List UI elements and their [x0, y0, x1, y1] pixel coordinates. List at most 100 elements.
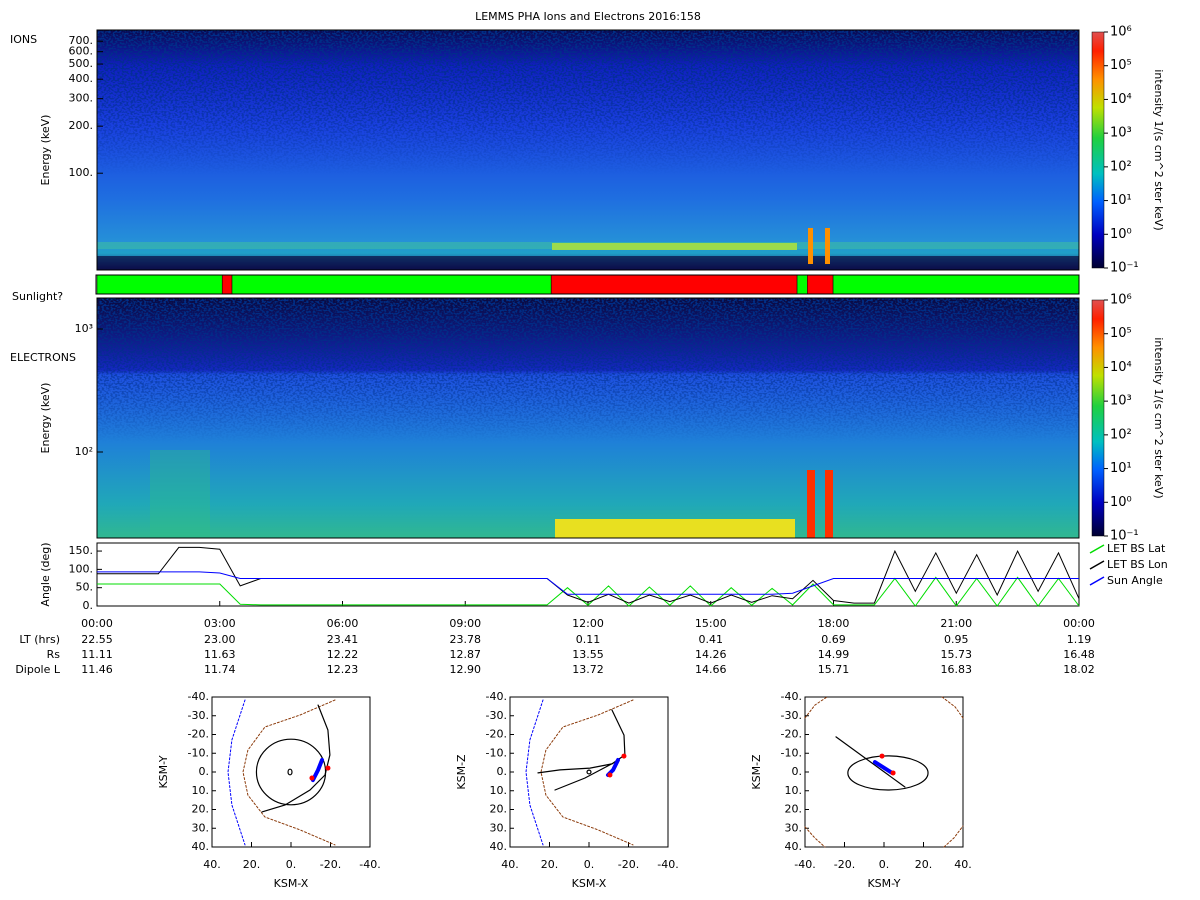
x-tick-label: 0.: [286, 858, 297, 871]
colorbar-tick-label: 10¹: [1110, 193, 1132, 208]
y-tick-label: 40.: [192, 840, 210, 853]
colorbar-tick-label: 10¹: [1110, 461, 1132, 476]
orbit-path: [537, 709, 626, 791]
legend-swatch: [1089, 560, 1105, 570]
y-tick-label: 150.: [69, 544, 94, 557]
row-value: 11.11: [81, 648, 113, 661]
y-tick-label: 20.: [192, 803, 210, 816]
y-tick-label: 0.: [497, 765, 508, 778]
row-name: LT (hrs): [19, 633, 60, 646]
x-tick-label: 21:00: [940, 617, 972, 630]
sunlight-segment: [221, 274, 233, 295]
orbit-ring: [586, 769, 592, 775]
y-tick-label: 40.: [785, 840, 803, 853]
orbit-path: [310, 758, 324, 783]
legend-label: Sun Angle: [1107, 574, 1163, 587]
x-tick-label: 20.: [915, 858, 933, 871]
row-value: 12.23: [327, 663, 359, 676]
x-tick-label: 20.: [541, 858, 559, 871]
x-tick-label: 40.: [203, 858, 221, 871]
y-tick-label: -20.: [781, 728, 802, 741]
y-tick-label: 300.: [69, 92, 94, 105]
row-value: 15.73: [941, 648, 973, 661]
row-value: 0.69: [821, 633, 846, 646]
row-value: 12.87: [450, 648, 482, 661]
x-tick-label: -40.: [657, 858, 678, 871]
x-tick-label: -20.: [320, 858, 341, 871]
y-tick-label: 10²: [75, 445, 93, 458]
x-tick-label: 06:00: [327, 617, 359, 630]
colorbar-tick-label: 10³: [1110, 126, 1132, 141]
y-axis-label: Energy (keV): [39, 115, 52, 186]
row-value: 14.99: [818, 648, 850, 661]
x-tick-label: 18:00: [818, 617, 850, 630]
y-tick-label: 100.: [69, 166, 94, 179]
frame: [96, 297, 1080, 539]
x-tick-label: 00:00: [1063, 617, 1095, 630]
row-value: 0.41: [699, 633, 724, 646]
frame: [96, 29, 1080, 271]
y-tick-label: -40.: [486, 690, 507, 703]
orbit-point: [621, 753, 627, 759]
orbit-path: [261, 704, 331, 813]
y-axis-label: KSM-Z: [750, 754, 763, 790]
sunlight-segment: [231, 274, 552, 295]
orbit-ring: [847, 755, 929, 791]
y-tick-label: 0.: [792, 765, 803, 778]
row-value: 1.19: [1067, 633, 1092, 646]
panel-label: ELECTRONS: [10, 351, 76, 364]
row-name: Dipole L: [15, 663, 61, 676]
x-tick-label: 20.: [243, 858, 261, 871]
panel-label: Sunlight?: [12, 290, 63, 303]
y-tick-label: 600.: [69, 45, 94, 58]
orbit-ring: [287, 768, 293, 776]
sunlight-segment: [550, 274, 798, 295]
y-axis-label: Energy (keV): [39, 383, 52, 454]
row-value: 16.48: [1063, 648, 1095, 661]
row-value: 13.72: [572, 663, 604, 676]
y-tick-label: 10.: [192, 784, 210, 797]
colorbar-tick-label: 10²: [1110, 159, 1132, 174]
sunlight-segment: [96, 274, 223, 295]
colorbar: [1091, 31, 1105, 269]
y-axis-label: KSM-Z: [455, 754, 468, 790]
y-tick-label: -20.: [188, 728, 209, 741]
frame: [96, 542, 1080, 607]
colorbar-tick-label: 10⁶: [1110, 293, 1132, 308]
row-name: Rs: [47, 648, 61, 661]
sunlight-segment: [832, 274, 1080, 295]
y-tick-label: -10.: [486, 746, 507, 759]
row-value: 14.66: [695, 663, 727, 676]
x-tick-label: -40.: [794, 858, 815, 871]
legend-swatch: [1089, 576, 1105, 586]
row-value: 23.78: [450, 633, 482, 646]
legend-label: LET BS Lat: [1107, 542, 1166, 555]
x-axis-label: KSM-X: [572, 877, 607, 890]
colorbar-tick-label: 10⁵: [1110, 326, 1132, 341]
row-value: 18.02: [1063, 663, 1095, 676]
legend-swatch: [1089, 544, 1105, 554]
row-value: 22.55: [81, 633, 113, 646]
orbit-point: [890, 770, 896, 776]
colorbar-tick-label: 10⁰: [1110, 227, 1132, 242]
sunlight-segment: [796, 274, 808, 295]
row-value: 12.22: [327, 648, 359, 661]
y-tick-label: 400.: [69, 72, 94, 85]
frame: [211, 696, 371, 848]
ion-spectrogram: [97, 30, 1079, 270]
y-tick-label: 10.: [785, 784, 803, 797]
y-tick-label: 20.: [785, 803, 803, 816]
legend-label: LET BS Lon: [1107, 558, 1168, 571]
y-tick-label: 30.: [192, 821, 210, 834]
row-value: 13.55: [572, 648, 604, 661]
series-line: [97, 576, 1080, 607]
y-tick-label: 0.: [199, 765, 210, 778]
y-tick-label: 30.: [785, 821, 803, 834]
series-line: [97, 571, 1079, 595]
y-tick-label: 30.: [490, 821, 508, 834]
x-tick-label: 40.: [501, 858, 519, 871]
y-tick-label: 10.: [490, 784, 508, 797]
colorbar: [1091, 299, 1105, 537]
